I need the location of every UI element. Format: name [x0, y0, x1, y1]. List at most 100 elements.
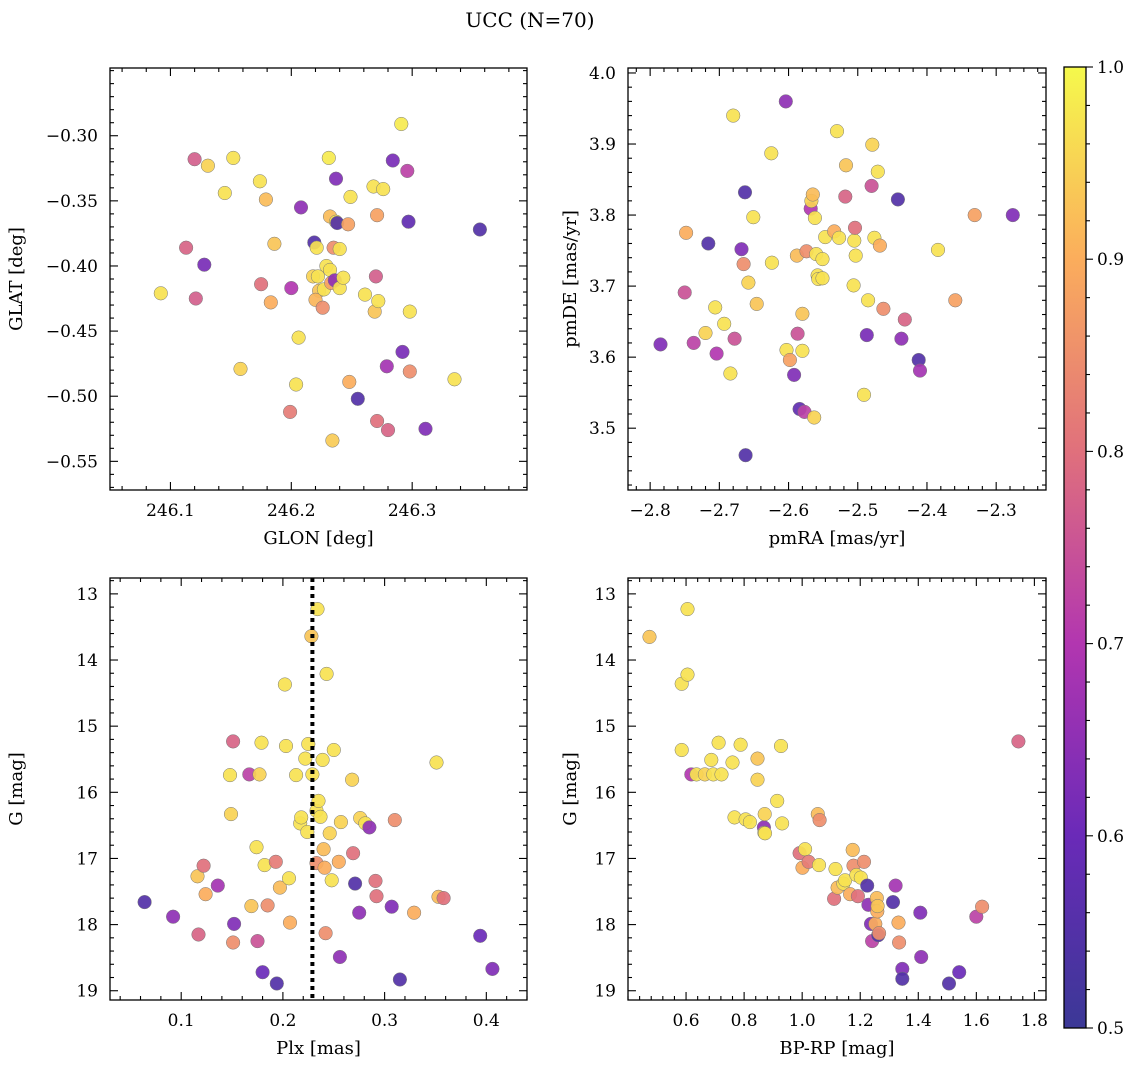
x-axis-label: BP-RP [mag] [779, 1038, 894, 1059]
data-point [324, 873, 339, 888]
data-point [750, 772, 765, 787]
data-point [309, 240, 324, 255]
data-point [402, 364, 417, 379]
data-point [418, 421, 433, 436]
x-tick-label: 0.4 [473, 1011, 500, 1031]
y-tick-label: 14 [594, 651, 616, 671]
y-tick-label: 3.7 [589, 277, 616, 297]
data-point [717, 316, 732, 331]
data-point [284, 281, 299, 296]
data-point [166, 909, 181, 924]
y-tick-label: 4.0 [589, 64, 616, 84]
data-point [200, 158, 215, 173]
x-tick-label: 1.4 [905, 1011, 932, 1031]
x-tick-label: −2.6 [768, 501, 809, 521]
data-point [283, 404, 298, 419]
data-point [807, 210, 822, 225]
data-point [677, 285, 692, 300]
data-point [847, 220, 863, 235]
y-tick-label: −0.55 [46, 452, 98, 472]
data-point [198, 887, 213, 902]
data-point [727, 331, 742, 346]
data-point [400, 163, 415, 178]
data-point [368, 873, 383, 888]
colorbar-tick-label: 0.6 [1097, 827, 1124, 847]
data-point [384, 899, 399, 914]
data-point [376, 182, 391, 197]
data-point [891, 915, 906, 930]
data-point [436, 891, 451, 906]
y-tick-label: 17 [76, 849, 98, 869]
data-point [805, 187, 820, 202]
panel-glon-glat: 246.1 246.2 246.3 −0.30 −0.35 −0.40 −0.45 −0.50… [6, 67, 528, 549]
data-point [190, 869, 205, 884]
data-point [485, 961, 500, 976]
data-point [342, 374, 357, 389]
data-point [223, 807, 239, 822]
data-point [291, 330, 306, 345]
data-point [698, 325, 713, 341]
data-point [888, 878, 903, 893]
data-point [952, 965, 967, 980]
data-point [770, 793, 785, 808]
data-point [196, 858, 211, 873]
data-point [217, 185, 232, 201]
data-point [362, 820, 377, 835]
data-point [795, 306, 810, 321]
data-point [894, 331, 909, 346]
data-point [787, 367, 802, 382]
data-point [268, 854, 283, 869]
data-point [313, 809, 328, 824]
data-point [892, 935, 907, 950]
y-tick-label: 18 [76, 916, 98, 936]
data-point [385, 153, 400, 168]
data-point [750, 751, 765, 766]
data-point [967, 208, 982, 223]
data-point [371, 294, 386, 309]
data-point [226, 150, 241, 165]
data-point [277, 677, 292, 692]
x-axis-label: Plx [mas] [276, 1038, 361, 1059]
y-tick-label: 3.8 [589, 206, 616, 226]
x-tick-label: −2.7 [699, 501, 740, 521]
data-point [226, 734, 241, 749]
data-point [815, 252, 830, 267]
data-point [346, 846, 361, 861]
y-tick-label: 3.5 [589, 419, 616, 439]
data-point [795, 343, 810, 358]
data-point [357, 287, 373, 302]
data-point [746, 210, 761, 225]
y-axis-label: G [mag] [560, 752, 581, 825]
data-point [726, 108, 741, 123]
data-point [321, 150, 336, 165]
data-point [188, 291, 203, 306]
data-point [473, 928, 488, 943]
data-point [930, 242, 946, 257]
x-tick-label: 0.6 [673, 1011, 700, 1031]
x-tick-label: 0.8 [731, 1011, 758, 1031]
data-point [210, 878, 225, 893]
data-point [870, 899, 885, 914]
data-point [310, 269, 325, 284]
data-point [897, 312, 912, 327]
y-tick-label: 3.6 [589, 348, 616, 368]
data-point [278, 738, 294, 754]
data-point [782, 352, 797, 368]
data-point [325, 433, 340, 448]
data-point [847, 233, 862, 248]
data-point [348, 876, 363, 891]
data-point [187, 152, 202, 167]
data-point [845, 842, 860, 857]
axes-frame [627, 577, 1047, 1001]
data-point [642, 629, 657, 644]
x-tick-label: −2.8 [630, 501, 671, 521]
x-tick-label: −2.3 [976, 501, 1017, 521]
data-point [315, 752, 330, 767]
x-tick-label: 1.0 [789, 1011, 816, 1031]
data-point [316, 842, 331, 857]
y-tick-label: −0.30 [46, 127, 98, 147]
data-point [315, 300, 330, 315]
data-point [704, 752, 719, 767]
data-point [778, 94, 793, 109]
